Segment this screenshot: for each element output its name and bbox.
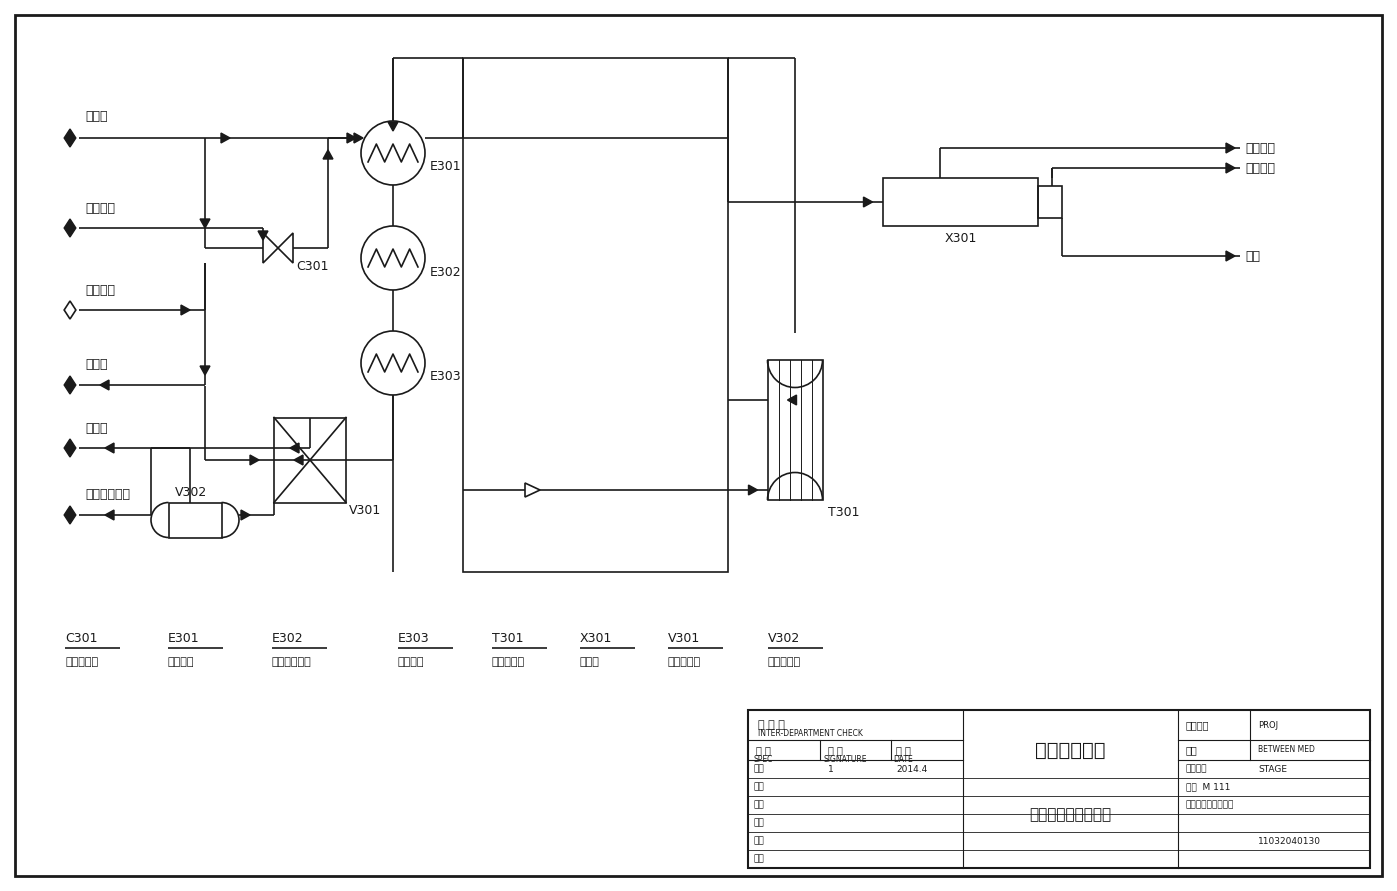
Text: X301: X301 bbox=[944, 232, 978, 244]
Text: 专 业: 专 业 bbox=[756, 745, 771, 755]
Text: 设计: 设计 bbox=[753, 764, 764, 773]
Text: BETWEEN MED: BETWEEN MED bbox=[1259, 746, 1315, 755]
Text: E301: E301 bbox=[430, 160, 461, 174]
Polygon shape bbox=[242, 510, 250, 520]
Text: 日 期: 日 期 bbox=[895, 745, 911, 755]
Text: E303: E303 bbox=[398, 632, 430, 644]
Text: E303: E303 bbox=[430, 371, 461, 383]
Polygon shape bbox=[388, 122, 398, 131]
Text: 锅炉给水: 锅炉给水 bbox=[1245, 161, 1275, 175]
Polygon shape bbox=[749, 485, 757, 495]
Text: T301: T301 bbox=[827, 506, 859, 519]
Polygon shape bbox=[64, 376, 75, 394]
Text: 11032040130: 11032040130 bbox=[1259, 837, 1322, 846]
Text: 各 部 位: 各 部 位 bbox=[759, 720, 785, 730]
Polygon shape bbox=[64, 439, 75, 457]
Polygon shape bbox=[525, 483, 541, 497]
Polygon shape bbox=[64, 219, 75, 237]
Polygon shape bbox=[278, 233, 293, 263]
Text: 中压蒸汽: 中压蒸汽 bbox=[85, 201, 115, 215]
Text: 签 名: 签 名 bbox=[828, 745, 842, 755]
Text: 甲醇合成工艺流程图: 甲醇合成工艺流程图 bbox=[1030, 807, 1112, 822]
Text: PROJ: PROJ bbox=[1259, 721, 1278, 730]
Text: 透平压缩器: 透平压缩器 bbox=[66, 657, 98, 667]
Text: 2014.4: 2014.4 bbox=[895, 764, 928, 773]
Text: 校核: 校核 bbox=[753, 782, 764, 791]
Polygon shape bbox=[200, 219, 210, 228]
Text: SIGNATURE: SIGNATURE bbox=[824, 755, 868, 764]
Text: 水冷却器: 水冷却器 bbox=[398, 657, 425, 667]
Text: DATE: DATE bbox=[893, 755, 912, 764]
Text: 粗甲醇（液）: 粗甲醇（液） bbox=[85, 488, 130, 502]
Text: 图幅: 图幅 bbox=[1186, 745, 1197, 755]
Polygon shape bbox=[263, 233, 278, 263]
Text: E301: E301 bbox=[168, 632, 200, 644]
Polygon shape bbox=[105, 510, 115, 520]
Text: 锅炉水预热器: 锅炉水预热器 bbox=[272, 657, 312, 667]
Text: V301: V301 bbox=[349, 504, 381, 517]
Bar bbox=[883, 178, 1038, 226]
Text: 甲醇合成工艺流程图: 甲醇合成工艺流程图 bbox=[1186, 800, 1235, 810]
Polygon shape bbox=[64, 506, 75, 524]
Polygon shape bbox=[293, 455, 303, 465]
Polygon shape bbox=[105, 443, 115, 453]
Bar bbox=[169, 503, 222, 537]
Text: X301: X301 bbox=[580, 632, 612, 644]
Polygon shape bbox=[346, 133, 356, 143]
Bar bbox=[747, 710, 1370, 868]
Text: T301: T301 bbox=[492, 632, 524, 644]
Text: 比例  M 111: 比例 M 111 bbox=[1186, 782, 1231, 791]
Bar bbox=[274, 418, 346, 503]
Text: 驰放气: 驰放气 bbox=[85, 358, 108, 372]
Text: 1: 1 bbox=[828, 764, 834, 773]
Polygon shape bbox=[221, 133, 231, 143]
Polygon shape bbox=[64, 301, 75, 319]
Text: 审核: 审核 bbox=[753, 837, 764, 846]
Text: 粗甲醇贮槽: 粗甲醇贮槽 bbox=[768, 657, 800, 667]
Text: V302: V302 bbox=[768, 632, 800, 644]
Text: 批准: 批准 bbox=[753, 819, 764, 828]
Polygon shape bbox=[1227, 143, 1235, 153]
Text: 甲醇合成塔: 甲醇合成塔 bbox=[492, 657, 525, 667]
Polygon shape bbox=[101, 380, 109, 390]
Text: 审核: 审核 bbox=[753, 800, 764, 810]
Text: SPEC: SPEC bbox=[753, 755, 773, 764]
Text: 排气: 排气 bbox=[1245, 249, 1260, 263]
Text: INTER-DEPARTMENT CHECK: INTER-DEPARTMENT CHECK bbox=[759, 730, 863, 739]
Text: 四川理工学院: 四川理工学院 bbox=[1035, 740, 1106, 759]
Polygon shape bbox=[1227, 251, 1235, 261]
Polygon shape bbox=[182, 305, 190, 315]
Text: 甲醇分离器: 甲醇分离器 bbox=[668, 657, 701, 667]
Text: C301: C301 bbox=[66, 632, 98, 644]
Polygon shape bbox=[863, 197, 873, 207]
Text: V301: V301 bbox=[668, 632, 700, 644]
Polygon shape bbox=[64, 129, 75, 147]
Text: C301: C301 bbox=[296, 259, 328, 273]
Text: 气泡包: 气泡包 bbox=[580, 657, 599, 667]
Text: 热交换器: 热交换器 bbox=[168, 657, 194, 667]
Polygon shape bbox=[527, 485, 535, 495]
Polygon shape bbox=[788, 395, 796, 405]
Bar bbox=[462, 58, 728, 572]
Polygon shape bbox=[323, 150, 332, 159]
Polygon shape bbox=[200, 366, 210, 375]
Bar bbox=[767, 360, 823, 500]
Text: 图纸编号: 图纸编号 bbox=[1186, 764, 1207, 773]
Text: 贮罐气: 贮罐气 bbox=[85, 421, 108, 435]
Text: E302: E302 bbox=[272, 632, 303, 644]
Text: 审批: 审批 bbox=[753, 854, 764, 863]
Polygon shape bbox=[353, 133, 363, 143]
Text: 新鲜气: 新鲜气 bbox=[85, 110, 108, 122]
Text: E302: E302 bbox=[430, 266, 461, 279]
Polygon shape bbox=[258, 231, 268, 240]
Text: STAGE: STAGE bbox=[1259, 764, 1287, 773]
Polygon shape bbox=[291, 443, 299, 453]
Text: 中压蒸汽: 中压蒸汽 bbox=[1245, 142, 1275, 154]
Text: 低压蒸汽: 低压蒸汽 bbox=[85, 283, 115, 297]
Text: V302: V302 bbox=[175, 486, 207, 498]
Polygon shape bbox=[250, 455, 258, 465]
Polygon shape bbox=[1227, 163, 1235, 173]
Bar bbox=[1038, 186, 1062, 217]
Text: 工程名称: 工程名称 bbox=[1186, 720, 1210, 730]
